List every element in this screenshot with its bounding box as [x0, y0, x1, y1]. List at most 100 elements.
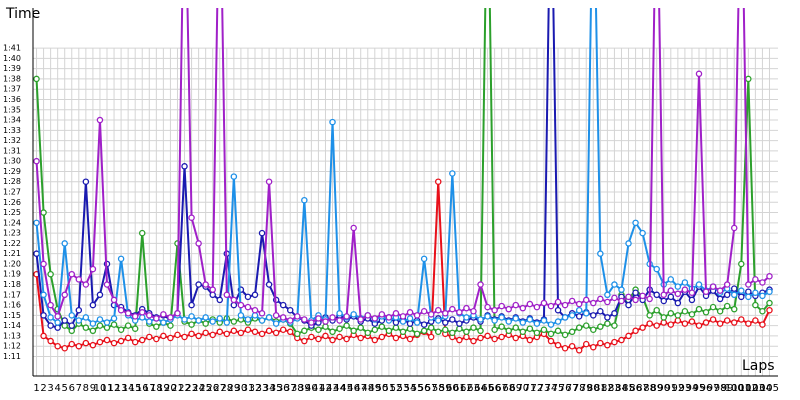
- x-tick-label: 71: [523, 383, 536, 394]
- x-tick-label: 45: [340, 383, 353, 394]
- point: [695, 305, 703, 313]
- point: [75, 342, 83, 350]
- point: [413, 312, 421, 319]
- point: [582, 340, 590, 348]
- point: [456, 320, 463, 327]
- x-tick-label: 92: [671, 383, 684, 394]
- point: [40, 209, 47, 216]
- x-tick-label: 83: [608, 383, 621, 394]
- point: [639, 324, 646, 331]
- point: [575, 324, 583, 331]
- point: [40, 332, 47, 340]
- point: [138, 309, 146, 316]
- point: [723, 317, 731, 324]
- plot-area: [33, 8, 773, 354]
- x-tick-label: 96: [700, 383, 713, 394]
- point: [752, 276, 759, 283]
- point: [632, 327, 639, 335]
- point: [582, 322, 590, 329]
- y-tick-label: 1:26: [3, 198, 21, 207]
- point: [329, 118, 336, 126]
- point: [611, 338, 618, 346]
- point: [625, 301, 632, 309]
- point: [82, 178, 90, 185]
- point: [625, 293, 632, 301]
- point: [745, 288, 752, 295]
- point: [68, 327, 76, 335]
- y-tick-label: 1:21: [3, 249, 21, 258]
- point: [491, 306, 498, 314]
- point: [336, 310, 343, 317]
- point: [209, 318, 216, 325]
- x-tick-label: 44: [333, 383, 346, 394]
- point: [625, 332, 632, 340]
- point: [575, 306, 583, 314]
- x-tick-label: 86: [629, 383, 642, 394]
- x-tick-label: 88: [643, 383, 656, 394]
- point: [604, 341, 611, 349]
- point: [216, 315, 224, 322]
- point: [667, 321, 675, 328]
- x-tick-label: 1: [33, 383, 39, 394]
- x-tick-label: 89: [650, 383, 663, 394]
- x-tick-label: 3: [47, 383, 53, 394]
- point: [745, 75, 752, 83]
- x-tick-label: 102: [739, 383, 758, 394]
- point: [561, 344, 569, 352]
- point: [660, 319, 668, 326]
- point: [561, 331, 569, 339]
- point: [547, 330, 555, 338]
- point: [138, 336, 146, 344]
- point: [568, 328, 576, 336]
- point: [674, 317, 682, 324]
- point: [195, 281, 202, 288]
- point: [188, 330, 195, 338]
- point: [427, 324, 435, 331]
- point: [449, 305, 456, 313]
- point: [618, 336, 625, 344]
- point: [315, 315, 322, 322]
- point: [604, 314, 611, 321]
- point: [392, 310, 400, 317]
- point: [505, 305, 512, 313]
- x-tick-label: 23: [185, 383, 198, 394]
- point: [590, 343, 597, 351]
- point: [660, 314, 668, 321]
- x-tick-label: 14: [122, 383, 135, 394]
- point: [103, 336, 111, 344]
- y-tick-label: 1:12: [3, 342, 21, 351]
- point: [716, 295, 724, 303]
- point: [153, 315, 160, 322]
- point: [427, 333, 435, 341]
- point: [329, 328, 336, 336]
- point: [188, 214, 195, 221]
- point: [378, 333, 386, 341]
- point: [723, 302, 731, 310]
- point: [498, 323, 505, 330]
- point: [399, 313, 407, 320]
- point: [540, 317, 548, 324]
- x-tick-label: 90: [657, 383, 670, 394]
- point: [406, 309, 414, 316]
- point: [89, 320, 97, 327]
- point: [653, 322, 660, 329]
- point: [124, 322, 132, 329]
- y-tick-label: 1:35: [3, 105, 21, 114]
- point: [674, 283, 682, 290]
- point: [75, 306, 83, 314]
- point: [68, 322, 76, 329]
- point: [456, 309, 463, 316]
- point: [667, 310, 675, 317]
- point: [131, 325, 139, 332]
- point: [167, 314, 174, 321]
- point: [223, 319, 231, 326]
- x-tick-label: 64: [474, 383, 487, 394]
- point: [519, 319, 527, 326]
- point: [554, 327, 562, 335]
- point: [329, 336, 336, 344]
- point: [110, 321, 118, 328]
- point: [554, 341, 562, 349]
- point: [681, 286, 689, 293]
- point: [688, 311, 696, 318]
- point: [653, 306, 660, 314]
